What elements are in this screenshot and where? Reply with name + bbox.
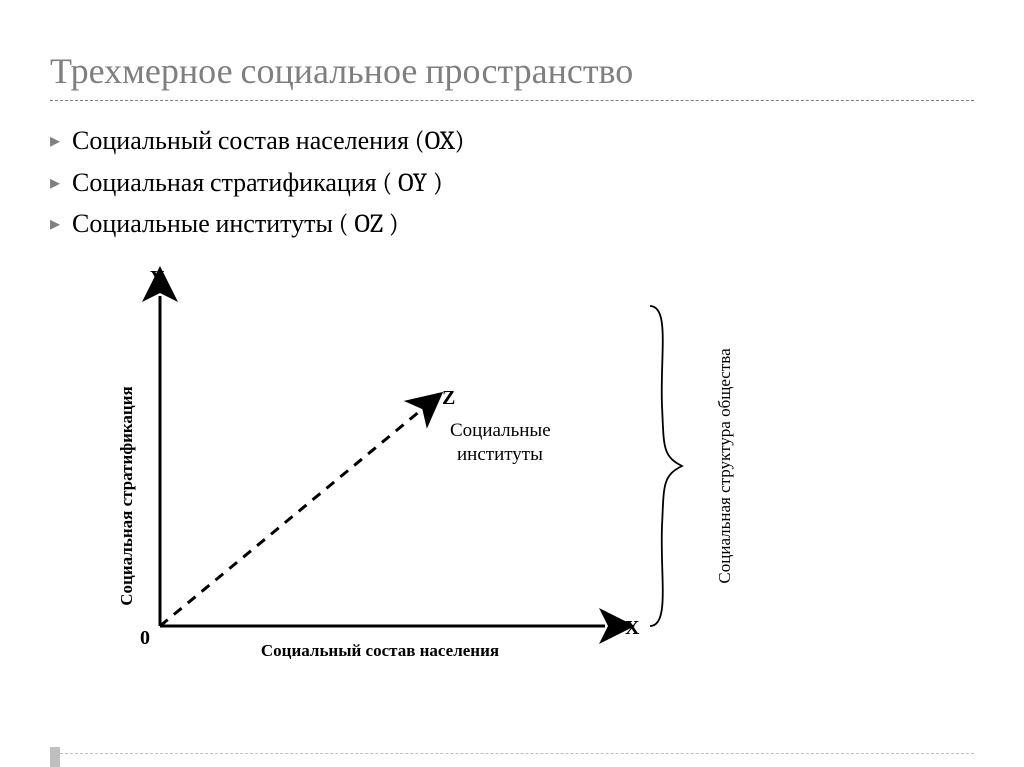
z-axis-line <box>160 411 420 626</box>
y-axis-letter: Y <box>150 267 165 289</box>
bullet-item-0: Социальный состав населения (OX) <box>50 121 974 163</box>
slide-container: Трехмерное социальное пространство Социа… <box>0 0 1024 686</box>
x-axis-label: Социальный состав населения <box>261 641 499 660</box>
footer-decoration <box>50 747 974 767</box>
bullet-list: Социальный состав населения (OX) Социаль… <box>50 121 974 246</box>
bullet-item-2: Социальные институты ( OZ ) <box>50 204 974 246</box>
diagram-container: Y Социальная стратификация X Социальный … <box>50 256 974 686</box>
brace-label: Социальная структура общества <box>715 348 734 584</box>
axis-diagram: Y Социальная стратификация X Социальный … <box>50 256 820 686</box>
x-axis-letter: X <box>625 617 640 639</box>
z-axis-letter: Z <box>442 387 455 409</box>
curly-brace <box>650 306 682 626</box>
z-axis-label-2: институты <box>457 444 543 465</box>
footer-accent <box>50 747 60 767</box>
y-axis-label: Социальная стратификация <box>117 386 136 605</box>
bullet-item-1: Социальная стратификация ( OY ) <box>50 163 974 205</box>
origin-label: 0 <box>140 627 150 649</box>
footer-line <box>60 753 974 767</box>
z-axis-label-1: Социальные <box>450 420 551 441</box>
slide-title: Трехмерное социальное пространство <box>50 50 974 101</box>
